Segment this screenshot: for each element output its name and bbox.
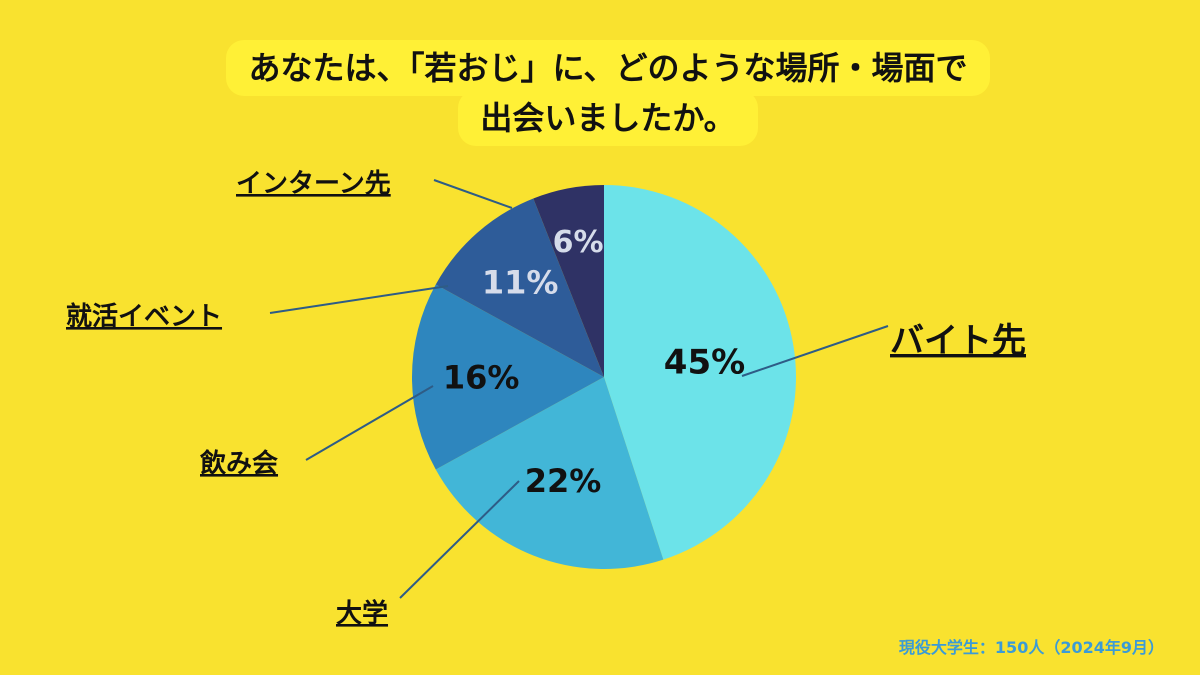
leader-line <box>305 385 434 461</box>
leader-line <box>399 480 520 599</box>
chart-title: あなたは、「若おじ」に、どのような場所・場面で 出会いましたか。 <box>138 40 1078 146</box>
pie-slice <box>533 185 604 377</box>
pie-slice <box>435 377 664 569</box>
leader-line <box>269 285 449 314</box>
leader-line <box>741 325 889 377</box>
category-label: インターン先 <box>236 169 391 199</box>
pie-slice <box>604 185 796 560</box>
leader-line <box>433 179 513 209</box>
category-label: バイト先 <box>890 321 1026 361</box>
title-line-1: あなたは、「若おじ」に、どのような場所・場面で <box>226 40 990 96</box>
slice-percent-label: 45% <box>664 342 745 382</box>
title-line-2: 出会いましたか。 <box>458 90 758 146</box>
slice-percent-label: 11% <box>482 263 559 301</box>
category-label: 飲み会 <box>199 448 278 479</box>
slice-percent-label: 6% <box>553 225 604 260</box>
pie-slice <box>412 284 604 470</box>
category-label: 大学 <box>336 598 388 629</box>
pie-slice <box>435 198 604 377</box>
slice-percent-label: 22% <box>525 462 602 500</box>
category-label: 就活イベント <box>66 302 222 332</box>
footnote: 現役大学生：150人（2024年9月） <box>898 638 1164 657</box>
slice-percent-label: 16% <box>443 359 520 397</box>
